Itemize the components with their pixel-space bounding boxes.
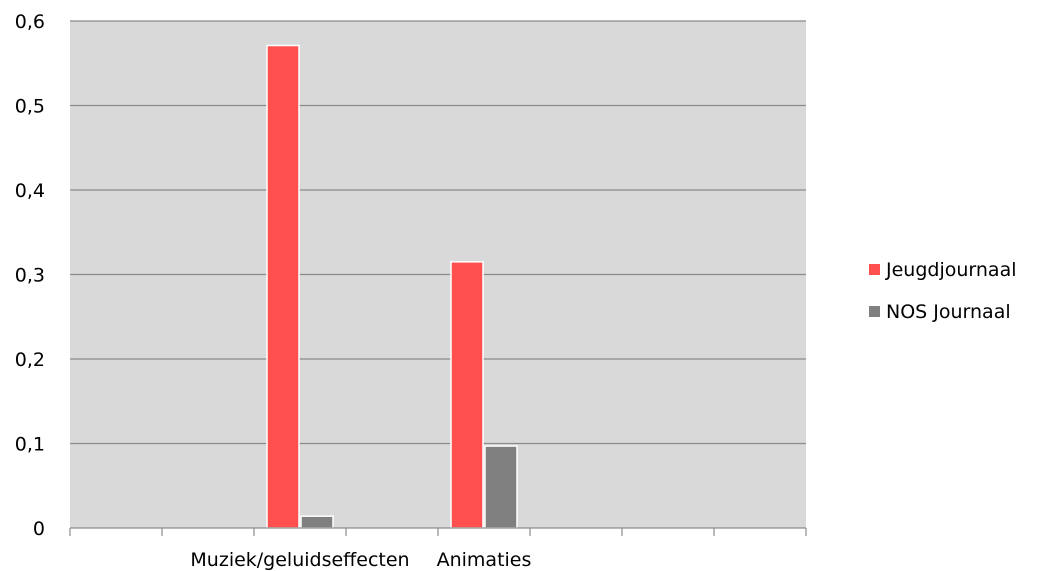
- bar-jeugdjournaal: [450, 261, 484, 529]
- gridlines: [70, 20, 806, 445]
- y-tick-label: 0,3: [15, 265, 45, 287]
- legend-swatch: [869, 264, 880, 275]
- bar-nos-journaal: [484, 445, 518, 529]
- y-tick-label: 0,2: [15, 349, 45, 371]
- bars: [266, 44, 518, 529]
- legend-swatch: [869, 306, 880, 317]
- x-tick-label: Muziek/geluidseffecten: [190, 549, 409, 571]
- y-tick-label: 0,1: [15, 434, 45, 456]
- y-tick-label: 0,5: [15, 96, 45, 118]
- legend-label: NOS Journaal: [886, 301, 1011, 323]
- x-tick-label: Animaties: [437, 549, 532, 571]
- y-tick-label: 0,4: [15, 180, 45, 202]
- y-tick-label: 0,6: [15, 11, 45, 33]
- bar-nos-journaal: [300, 515, 334, 529]
- y-tick-label: 0: [33, 518, 45, 540]
- legend-label: Jeugdjournaal: [885, 259, 1017, 281]
- bar-jeugdjournaal: [266, 44, 300, 529]
- legend: Jeugdjournaal NOS Journaal: [869, 259, 1017, 323]
- axes: 0 0,1 0,2 0,3 0,4 0,5 0,6 Muziek/geluidseffecte…: [15, 11, 807, 571]
